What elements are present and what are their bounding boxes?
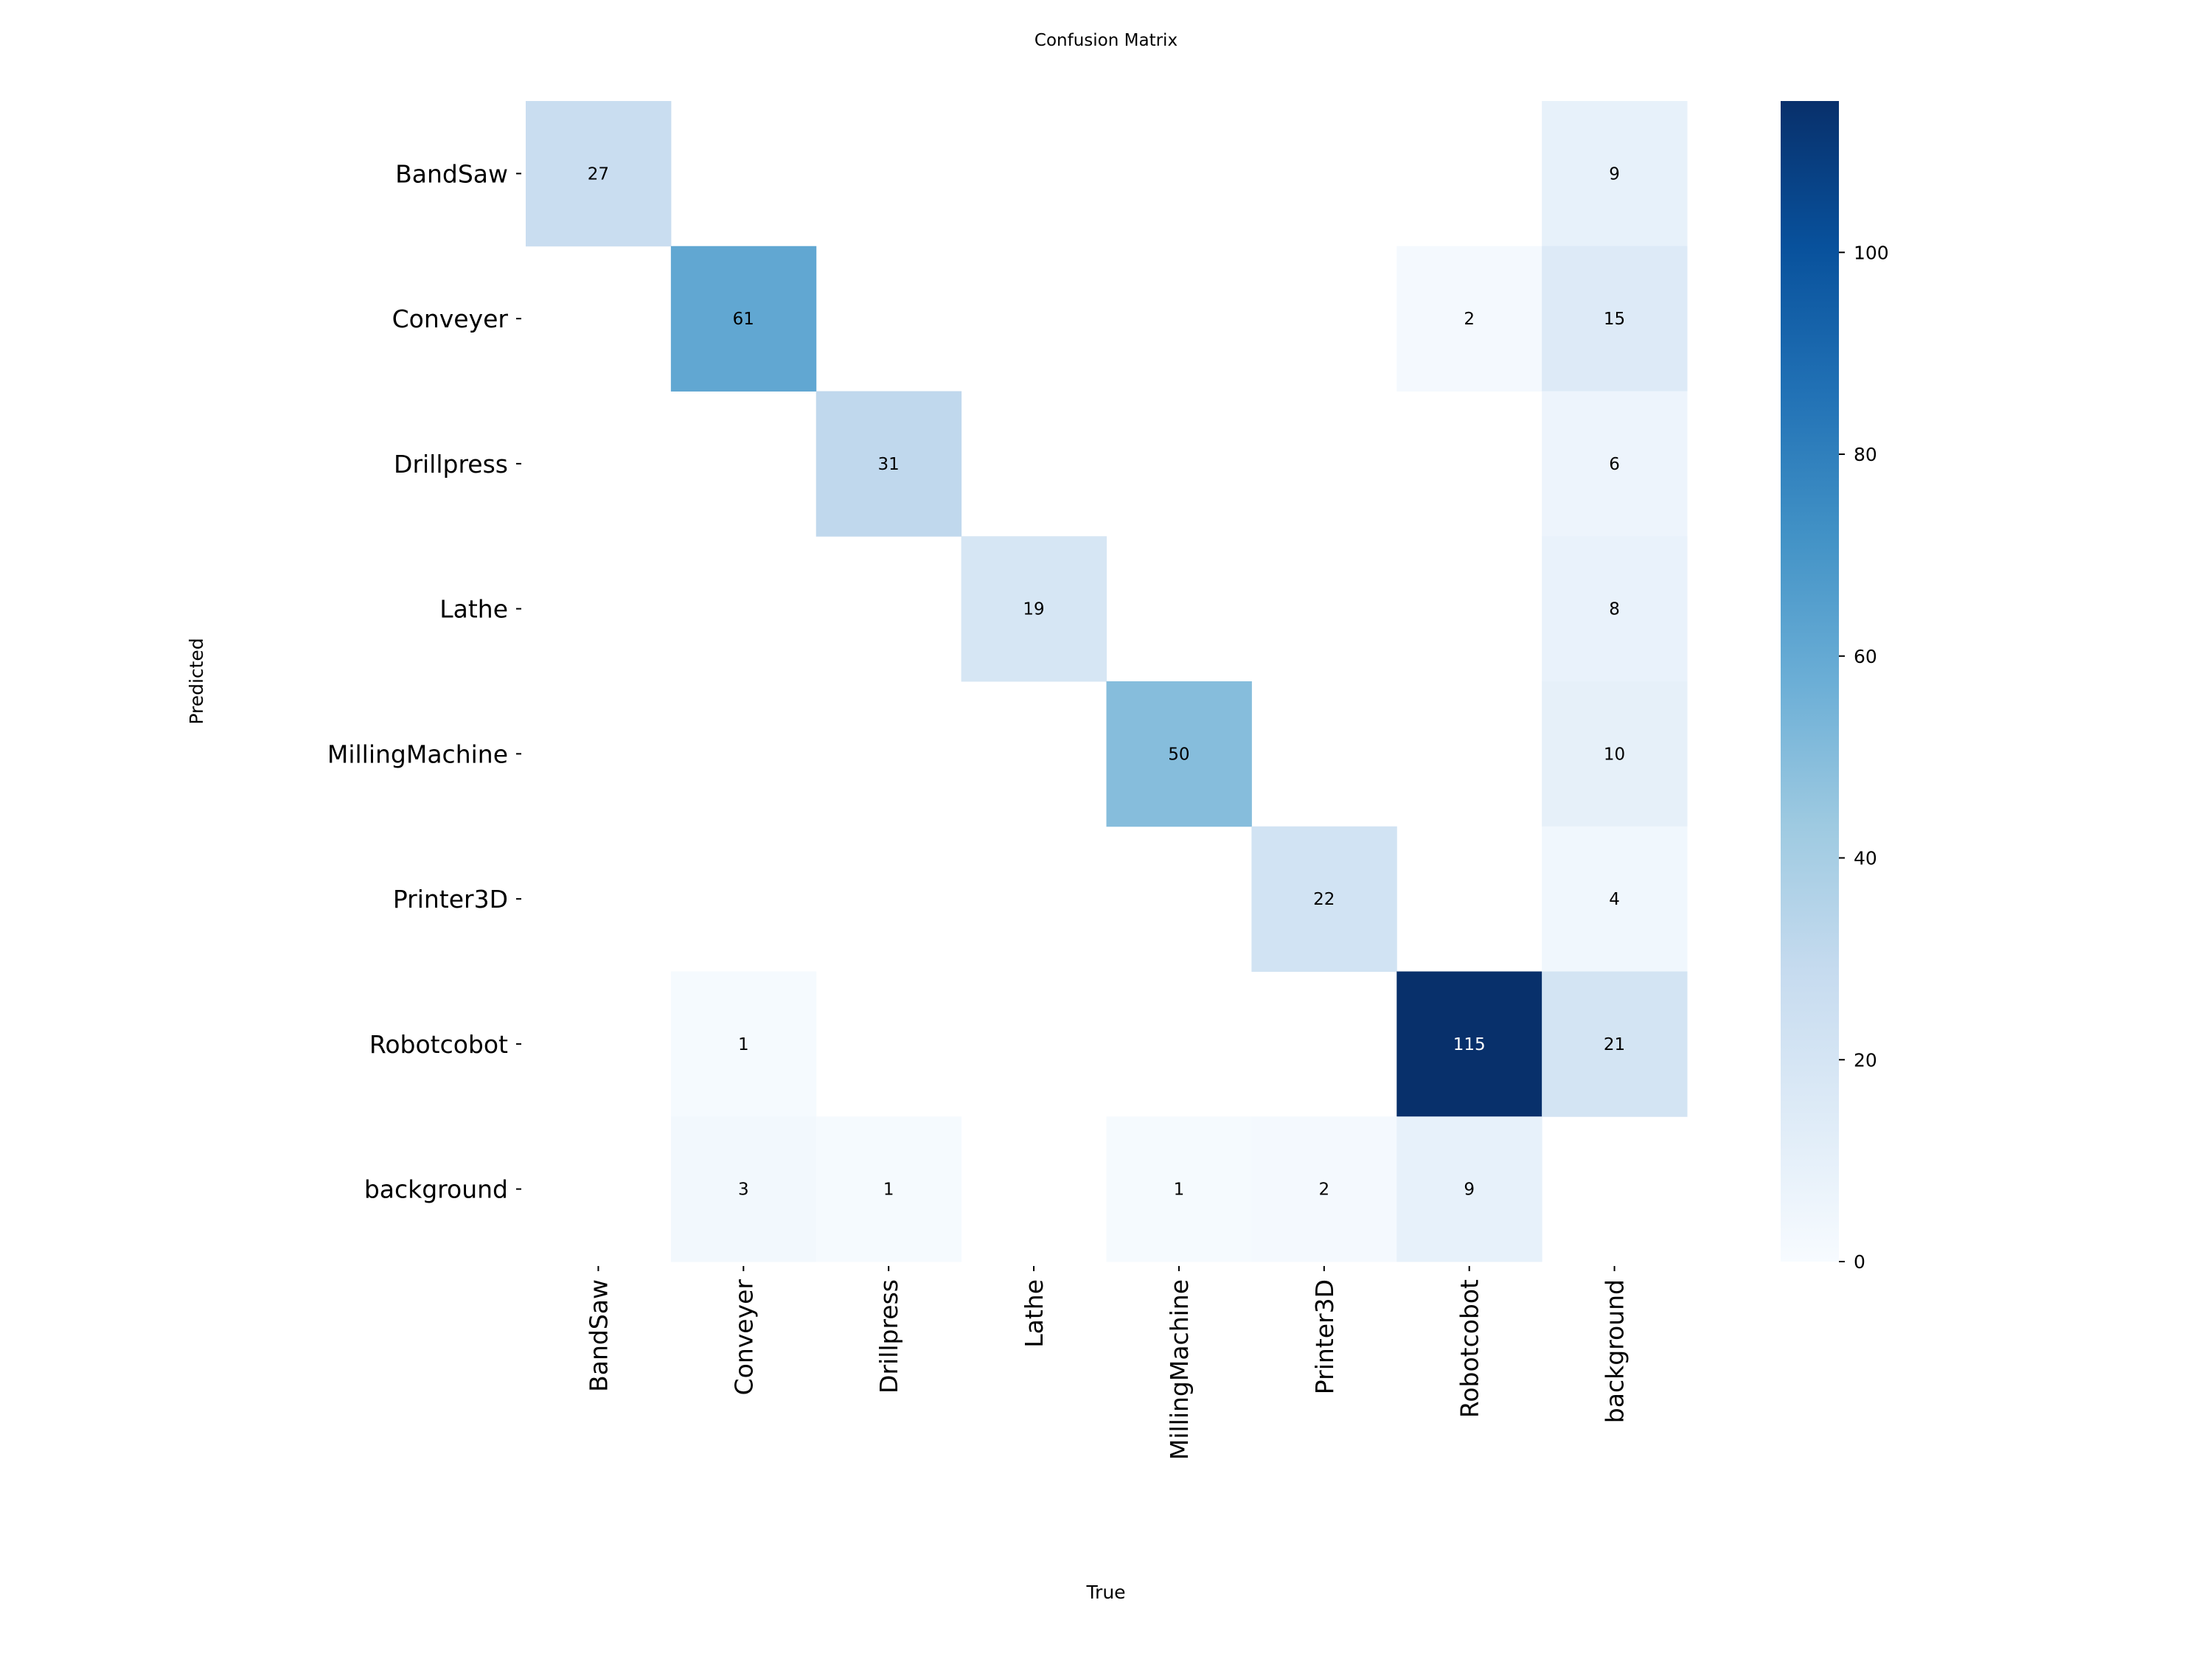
cell-value-label: 10 — [1604, 745, 1625, 764]
heatmap-cell — [670, 971, 817, 1117]
heatmap-cell — [815, 1116, 962, 1262]
cell-value-label: 61 — [733, 310, 754, 329]
colorbar-tick-label: 80 — [1854, 444, 1877, 465]
colorbar-tick-label: 60 — [1854, 646, 1877, 667]
x-tick-label: background — [1601, 1279, 1630, 1423]
cell-value-label: 19 — [1023, 600, 1044, 619]
y-tick-label: MillingMachine — [327, 740, 508, 768]
x-tick-label: Robotcobot — [1455, 1279, 1484, 1418]
cell-value-label: 22 — [1313, 890, 1335, 909]
chart-title: Confusion Matrix — [1034, 31, 1178, 50]
colorbar-tick-label: 40 — [1854, 848, 1877, 869]
y-tick-label: Lathe — [439, 595, 508, 624]
cell-value-label: 1 — [883, 1180, 894, 1200]
cell-value-label: 27 — [588, 164, 609, 184]
cell-value-label: 3 — [738, 1180, 749, 1200]
heatmap-cell — [1542, 101, 1688, 247]
heatmap-cell — [1542, 826, 1688, 972]
heatmap-cell — [1542, 971, 1688, 1117]
cell-value-label: 9 — [1464, 1180, 1475, 1200]
y-tick-label: Conveyer — [392, 305, 509, 333]
y-tick-label: background — [364, 1175, 508, 1204]
cell-value-label: 31 — [878, 455, 900, 474]
cell-value-label: 115 — [1453, 1035, 1486, 1054]
heatmap-cell — [815, 391, 962, 537]
y-tick-label: BandSaw — [395, 159, 508, 188]
y-tick-label: Drillpress — [394, 450, 508, 479]
heatmap-cell — [1542, 391, 1688, 537]
x-tick-label: MillingMachine — [1165, 1279, 1194, 1460]
heatmap-cell — [961, 536, 1107, 682]
heatmap-cell — [1251, 1116, 1397, 1262]
x-axis-label: True — [1085, 1582, 1125, 1603]
x-tick-label: BandSaw — [584, 1279, 613, 1392]
x-tick-label: Printer3D — [1310, 1279, 1339, 1394]
heatmap-cell — [1397, 1116, 1543, 1262]
y-tick-labels: BandSaw Conveyer Drillpress Lathe MillingMac… — [327, 159, 521, 1204]
heatmap-cell — [1106, 681, 1252, 827]
x-tick-label: Drillpress — [874, 1279, 903, 1394]
y-tick-label: Robotcobot — [369, 1030, 508, 1059]
heatmap-cell — [670, 246, 817, 392]
colorbar-tick-label: 100 — [1854, 242, 1889, 263]
cell-value-label: 9 — [1609, 164, 1620, 184]
heatmap-cell — [1397, 246, 1543, 392]
x-tick-label: Lathe — [1020, 1279, 1048, 1348]
heatmap-cell — [1251, 826, 1397, 972]
heatmap-cell — [1542, 246, 1688, 392]
cell-value-label: 21 — [1604, 1035, 1625, 1054]
cell-value-label: 50 — [1168, 745, 1189, 764]
cell-value-label: 1 — [738, 1035, 749, 1054]
heatmap-cell — [526, 101, 672, 247]
y-tick-label: Printer3D — [393, 885, 508, 914]
colorbar-ticks: 0 20 40 60 80 100 — [1839, 242, 1889, 1273]
cell-value-label: 2 — [1464, 310, 1475, 329]
cell-value-label: 2 — [1318, 1180, 1329, 1200]
cell-value-label: 6 — [1609, 455, 1620, 474]
y-axis-label: Predicted — [186, 638, 207, 724]
x-tick-label: Conveyer — [729, 1279, 758, 1396]
heatmap-cell — [1397, 971, 1543, 1117]
colorbar — [1781, 101, 1839, 1262]
heatmap-cell — [1542, 536, 1688, 682]
cell-value-label: 8 — [1609, 600, 1620, 619]
heatmap-cell — [1106, 1116, 1252, 1262]
cell-value-label: 4 — [1609, 890, 1620, 909]
heatmap-cell — [1542, 681, 1688, 827]
colorbar-tick-label: 0 — [1854, 1251, 1865, 1273]
colorbar-tick-label: 20 — [1854, 1049, 1877, 1071]
cell-value-label: 15 — [1604, 310, 1625, 329]
heatmap-cell — [670, 1116, 817, 1262]
cell-value-label: 1 — [1174, 1180, 1185, 1200]
x-tick-labels: BandSaw Conveyer Drillpress Lathe MillingMac… — [584, 1266, 1630, 1460]
